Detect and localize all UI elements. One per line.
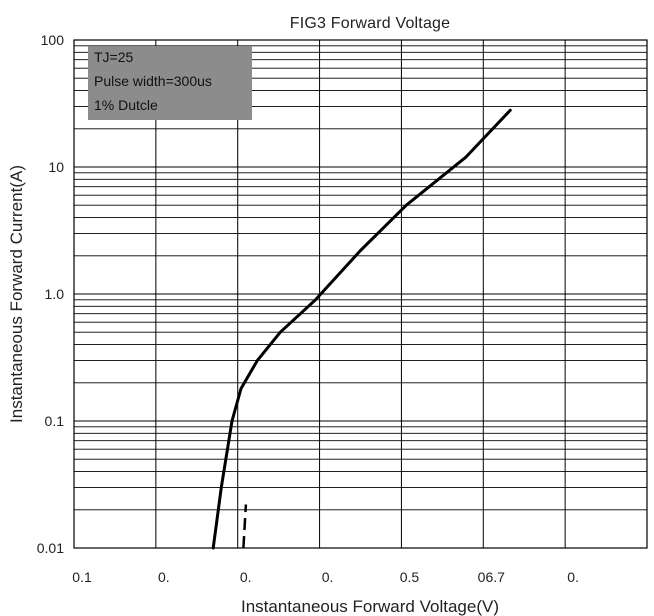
x-tick-label: 0.: [158, 569, 170, 585]
y-tick-labels: 100 10 1.0 0.1 0.01: [37, 32, 64, 556]
test-conditions-background: [88, 46, 252, 120]
annotation-line-1: TJ=25: [94, 49, 134, 65]
y-tick-label: 10: [48, 159, 64, 175]
x-tick-label: 0.5: [400, 569, 420, 585]
x-tick-label: 0.: [322, 569, 334, 585]
y-axis-label: Instantaneous Forward Current(A): [7, 165, 26, 423]
x-tick-label: 0.: [240, 569, 252, 585]
y-tick-label: 0.1: [45, 413, 65, 429]
y-tick-label: 100: [41, 32, 65, 48]
x-tick-label: 0.: [567, 569, 579, 585]
test-conditions-box: TJ=25 Pulse width=300us 1% Dutcle: [88, 46, 252, 120]
y-tick-label: 1.0: [45, 286, 65, 302]
plot-frame: [73, 39, 648, 549]
annotation-line-2: Pulse width=300us: [94, 73, 212, 89]
annotation-line-3: 1% Dutcle: [94, 97, 158, 113]
dashed-marker: [242, 504, 248, 549]
forward-current-curve: [211, 108, 512, 550]
grid: [74, 40, 647, 548]
chart-title: FIG3 Forward Voltage: [290, 15, 451, 32]
y-tick-label: 0.01: [37, 540, 64, 556]
x-tick-labels: 0.1 0. 0. 0. 0.5 06.7 0.: [72, 569, 579, 585]
x-tick-label: 06.7: [478, 569, 505, 585]
x-tick-label: 0.1: [72, 569, 92, 585]
x-axis-label: Instantaneous Forward Voltage(V): [241, 597, 499, 616]
